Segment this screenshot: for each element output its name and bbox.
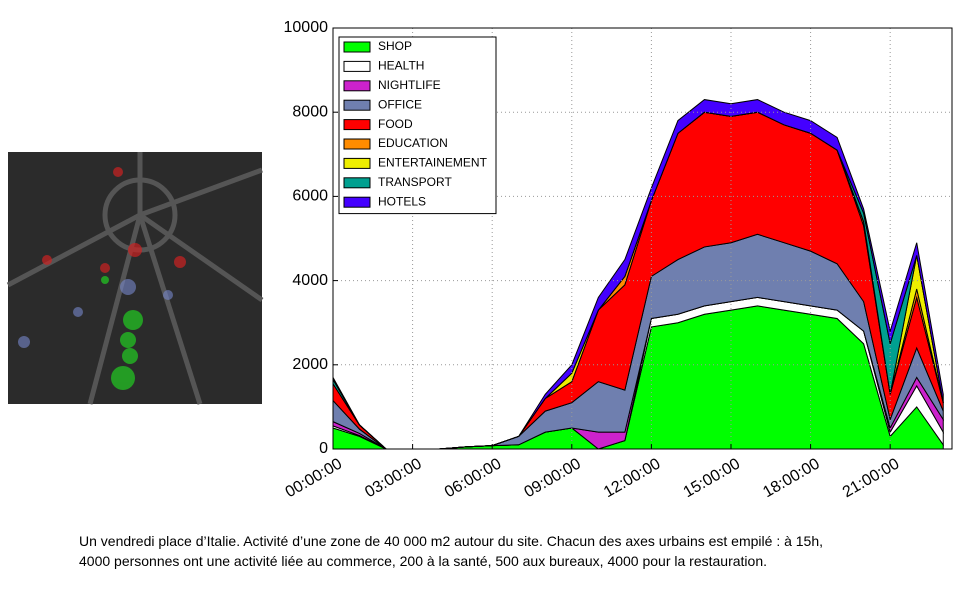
- legend-label: SHOP: [378, 39, 412, 53]
- y-tick-label: 8000: [292, 103, 328, 120]
- y-tick-label: 0: [319, 440, 328, 457]
- legend-label: HOTELS: [378, 194, 426, 208]
- legend-swatch: [343, 157, 371, 169]
- x-tick-label: 12:00:00: [601, 455, 664, 501]
- legend-label: EDUCATION: [378, 136, 448, 150]
- legend-label: NIGHTLIFE: [378, 78, 441, 92]
- x-tick-label: 18:00:00: [760, 455, 823, 501]
- x-tick-label: 21:00:00: [840, 455, 903, 501]
- map-image: [6, 152, 264, 405]
- x-tick-label: 03:00:00: [362, 455, 425, 501]
- legend-swatch: [343, 119, 371, 131]
- y-tick-label: 6000: [292, 188, 328, 205]
- x-tick-label: 06:00:00: [442, 455, 505, 501]
- legend-swatch: [343, 177, 371, 189]
- x-tick-label: 09:00:00: [521, 455, 584, 501]
- legend-swatch: [343, 80, 371, 92]
- caption: Un vendredi place d’Italie. Activité d’u…: [79, 533, 824, 569]
- area: [332, 99, 944, 450]
- x-tick-label: 15:00:00: [681, 455, 744, 501]
- plot-area: 0 2000 4000 6000 8000 10000 00:00:00 03:00:00 06…: [283, 19, 953, 501]
- x-tick-label: 00:00:00: [283, 455, 346, 501]
- y-tick-label: 4000: [292, 272, 328, 289]
- y-tick-label: 2000: [292, 356, 328, 373]
- legend-label: TRANSPORT: [378, 175, 452, 189]
- legend-label: FOOD: [378, 117, 413, 131]
- plot-frame: [332, 27, 953, 450]
- y-tick-label: 10000: [284, 19, 329, 36]
- legend-swatch: [343, 196, 371, 208]
- legend-label: OFFICE: [378, 97, 422, 111]
- legend-swatch: [343, 60, 371, 72]
- legend-label: ENTERTAINEMENT: [378, 156, 488, 170]
- legend-swatch: [343, 41, 371, 53]
- legend-swatch: [343, 99, 371, 111]
- legend-label: HEALTH: [378, 59, 424, 73]
- legend-swatch: [343, 138, 371, 150]
